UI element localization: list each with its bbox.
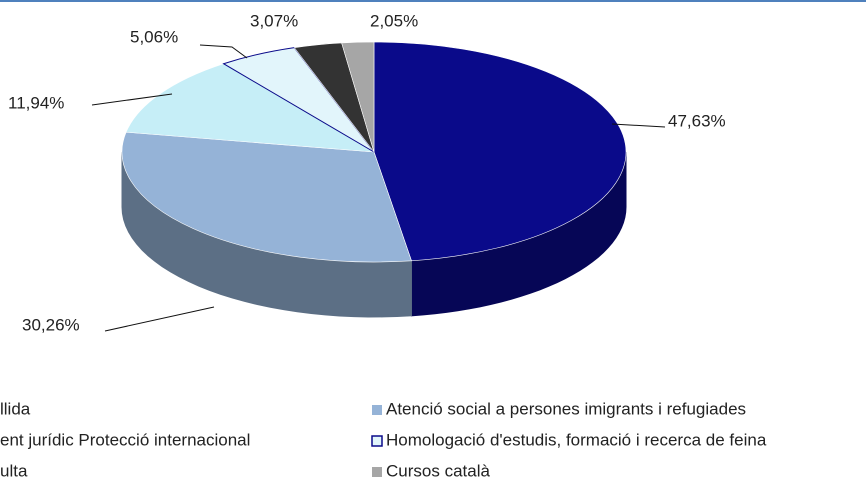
slice xyxy=(125,63,375,153)
legend-label: llida xyxy=(0,399,31,418)
legend-label: Atenció social a persones imigrants i re… xyxy=(386,399,746,418)
legend-label: Homologació d'estudis, formació i recerc… xyxy=(386,430,767,449)
legend-label: Cursos català xyxy=(386,461,490,480)
legend-marker xyxy=(372,405,382,415)
leader-line xyxy=(611,123,666,128)
legend-marker xyxy=(372,467,382,477)
slice xyxy=(121,131,412,263)
slice xyxy=(341,41,375,153)
legend-label: ent jurídic Protecció internacional xyxy=(0,430,250,449)
data-label: 5,06% xyxy=(130,27,178,46)
data-label: 2,05% xyxy=(370,11,418,30)
slice xyxy=(373,41,627,262)
leader-line xyxy=(104,306,215,332)
legend-label: ulta xyxy=(0,461,28,480)
leader-line xyxy=(91,93,173,106)
legend-marker xyxy=(371,435,383,447)
data-label: 11,94% xyxy=(8,93,64,112)
data-label: 47,63% xyxy=(668,111,726,130)
data-label: 3,07% xyxy=(250,11,298,30)
leader-line xyxy=(199,44,248,59)
data-label: 30,26% xyxy=(22,315,80,334)
